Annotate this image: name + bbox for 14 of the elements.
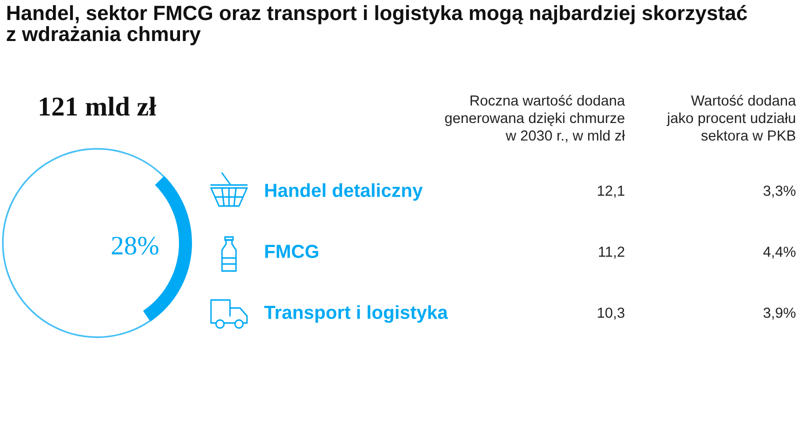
text: 121 mld zł — [40, 96, 156, 116]
data-label: 11,2 — [598, 246, 624, 259]
data-label: 3,9% — [764, 308, 796, 320]
data-label: 10,3 — [598, 308, 624, 320]
text: Handel, sektor FMCG oraz transport i logistyka mogą najbardziej skorzystać z wdrażania chmury — [6, 5, 748, 46]
category-label: Transport i logistyka — [264, 305, 448, 323]
text: Roczna wartość dodana generowana dzięki chmurze w 2030 r., w mld zł — [445, 94, 626, 142]
data-label: 12,1 — [598, 186, 624, 198]
data-label: 3,3% — [764, 186, 796, 198]
data-label: 28% — [112, 236, 158, 255]
category-label: FMCG — [265, 244, 318, 258]
category-label: Handel detaliczny — [265, 183, 423, 201]
text: Wartość dodana jako procent udziału sektora w PKB — [666, 94, 796, 141]
data-label: 4,4% — [763, 246, 796, 259]
